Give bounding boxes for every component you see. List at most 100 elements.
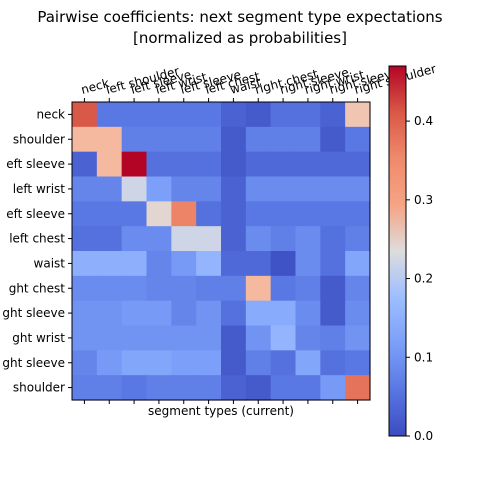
heatmap-cell [121,102,148,128]
y-tick-label: shoulder [13,132,65,146]
heatmap-cell [196,300,222,327]
heatmap-cell [146,201,172,227]
heatmap-cell [171,300,197,327]
heatmap-cell [295,102,321,128]
heatmap-cell [72,201,98,227]
heatmap-cell [96,176,123,202]
heatmap-cell [171,151,197,178]
heatmap-cell [196,176,222,202]
heatmap-cell [72,102,98,128]
heatmap-cell [345,226,371,252]
heatmap-cell [245,251,272,277]
heatmap-cell [295,275,321,302]
heatmap-cell [270,176,297,202]
heatmap-cell [270,325,297,351]
heatmap-cell [245,325,272,351]
heatmap-cell [121,126,148,153]
heatmap-cell [345,300,371,327]
heatmap-cell [121,350,148,376]
heatmap-cell [270,350,297,376]
heatmap-cell [72,251,98,277]
heatmap-cell [146,126,172,153]
heatmap-cell [270,375,297,401]
y-tick-label: neck [36,107,65,121]
heatmap-cell [245,350,272,376]
y-tick-label: ght wrist [12,331,65,345]
colorbar-tick-label: 0.0 [414,429,433,443]
heatmap-cell [196,151,222,178]
heatmap-cell [121,375,148,401]
heatmap-cell [72,275,98,302]
heatmap-cell [295,350,321,376]
heatmap-cell [72,126,98,153]
heatmap-cell [245,375,272,401]
heatmap-cell [121,251,148,277]
heatmap-cell [270,126,297,153]
heatmap-cell [295,151,321,178]
heatmap-cell [320,300,346,327]
heatmap-cell [221,201,247,227]
heatmap-cell [221,226,247,252]
heatmap-cell [121,201,148,227]
heatmap-cell [270,201,297,227]
colorbar-tick-label: 0.1 [414,350,433,364]
heatmap-cell [270,300,297,327]
heatmap-cell [72,350,98,376]
heatmap-cell [221,151,247,178]
heatmap-cell [320,201,346,227]
y-tick-label: left chest [9,232,65,246]
colorbar-tick-label: 0.3 [414,193,433,207]
heatmap-cell [221,275,247,302]
heatmap-cell [221,350,247,376]
heatmap-cell [320,325,346,351]
heatmap-cell [320,151,346,178]
heatmap-cell [320,350,346,376]
heatmap-cell [221,300,247,327]
heatmap-cell [345,102,371,128]
y-tick-label: eft sleeve [6,207,65,221]
heatmap-cell [171,325,197,351]
colorbar-tick-label: 0.4 [414,114,433,128]
chart-title: Pairwise coefficients: next segment type… [37,8,442,26]
heatmap-cell [96,226,123,252]
heatmap-cell [221,126,247,153]
heatmap-cell [270,251,297,277]
heatmap-cell [96,275,123,302]
heatmap-cell [221,325,247,351]
heatmap-cell [146,226,172,252]
heatmap-cell [196,325,222,351]
y-tick-label: ght sleeve [2,306,65,320]
y-tick-label: ght sleeve [2,356,65,370]
heatmap-cell [72,176,98,202]
heatmap-cell [320,226,346,252]
heatmap-cell [96,325,123,351]
heatmap-cell [146,325,172,351]
heatmap-cell [96,350,123,376]
heatmap-cell [121,275,148,302]
heatmap-cell [245,201,272,227]
heatmap-cell [171,375,197,401]
y-tick-label: shoulder [13,381,65,395]
heatmap-cell [345,350,371,376]
heatmap-cell [171,176,197,202]
heatmap-cell [245,176,272,202]
heatmap-cell [146,251,172,277]
y-tick-label: left wrist [13,182,66,196]
heatmap-cell [295,176,321,202]
heatmap-cell [245,126,272,153]
heatmap-cell [196,126,222,153]
heatmap-cell [171,126,197,153]
heatmap-cell [320,176,346,202]
heatmap-cell [121,325,148,351]
heatmap-cell [345,126,371,153]
heatmap-cell [295,300,321,327]
heatmap-cell [320,275,346,302]
heatmap-cell [196,350,222,376]
heatmap-cell [72,151,98,178]
heatmap-cell [121,176,148,202]
heatmap-cell [320,102,346,128]
heatmap-cell [320,251,346,277]
heatmap-cell [171,350,197,376]
heatmap-cell [345,251,371,277]
